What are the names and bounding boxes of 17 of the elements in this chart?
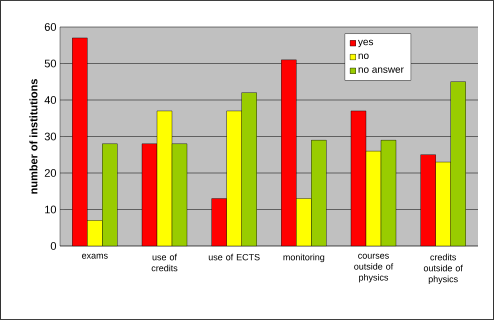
legend-label: yes bbox=[358, 40, 374, 48]
legend-label: no bbox=[358, 54, 369, 60]
x-tick-label: exams bbox=[82, 254, 108, 259]
y-tick-label: 50 bbox=[44, 60, 56, 68]
y-tick-label: 0 bbox=[50, 242, 56, 250]
y-tick-label: 40 bbox=[44, 96, 56, 104]
y-tick-label: 60 bbox=[44, 23, 56, 31]
y-axis-title: number of institutions bbox=[29, 79, 38, 194]
y-tick-label: 20 bbox=[44, 169, 56, 177]
x-tick-label: use of credits bbox=[152, 254, 178, 272]
x-tick-label: courses outside of physics bbox=[354, 254, 394, 282]
x-tick-label: use of ECTS bbox=[208, 254, 260, 260]
y-tick-label: 10 bbox=[45, 206, 56, 214]
x-tick-label: monitoring bbox=[283, 254, 324, 262]
x-tick-label: credits outside of physics bbox=[424, 254, 463, 284]
y-tick-label: 30 bbox=[44, 132, 56, 140]
legend-label: no answer bbox=[358, 67, 404, 73]
